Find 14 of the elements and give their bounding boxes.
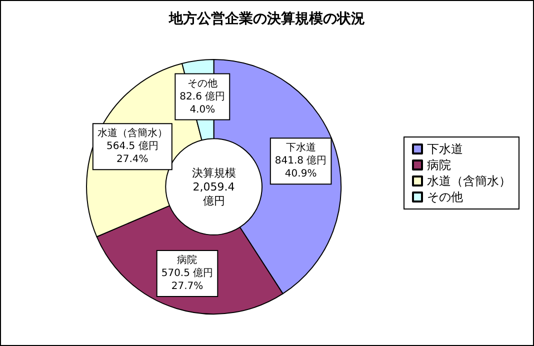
slice-label: その他 — [187, 77, 218, 90]
legend-label: 下水道 — [427, 142, 463, 156]
data-label: 841.8 億円 40.9% — [274, 154, 327, 180]
legend-label: 水道（含簡水） — [427, 174, 511, 188]
data-label: 564.5 億円 27.4% — [106, 140, 158, 166]
slice-label: 水道（含簡水） — [97, 127, 168, 140]
slice-label: 下水道 — [286, 142, 316, 154]
slice-label: 病院 — [177, 254, 198, 266]
chart-title: 地方公営企業の決算規模の状況 — [168, 10, 365, 27]
data-label: 570.5 億円 27.7% — [161, 267, 214, 292]
data-label: 82.6 億円 4.0% — [180, 90, 226, 116]
text: 決算規模 2,059.4 億円 — [192, 166, 236, 208]
legend-label: 病院 — [427, 158, 451, 172]
legend-label: その他 — [427, 190, 463, 204]
